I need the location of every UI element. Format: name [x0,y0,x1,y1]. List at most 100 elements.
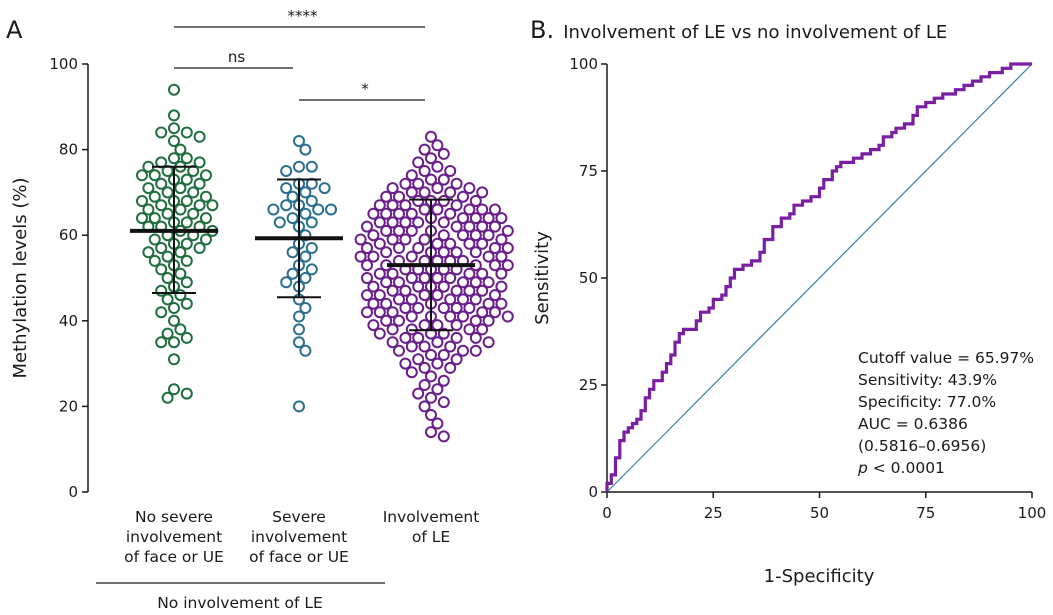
data-point [386,323,399,336]
data-point [476,220,489,233]
data-point [286,190,299,203]
panel-b-ticks: 0 25 50 75 100 0 25 50 75 100 [569,55,1046,522]
data-point [161,391,174,404]
data-point [463,267,476,280]
data-point [405,366,418,379]
data-point [405,340,418,353]
data-point [431,357,444,370]
data-point [412,280,425,293]
data-point [161,327,174,340]
data-point [463,220,476,233]
data-point [457,310,469,323]
data-point [180,195,193,207]
data-point [161,250,174,263]
data-point [380,246,393,259]
data-point [148,233,161,246]
category-label-line: of face or UE [249,548,349,566]
data-point [305,242,318,254]
data-point [299,250,312,263]
data-point [373,216,386,229]
data-point [136,169,148,182]
panel-a-y-tick-label: 80 [59,141,78,159]
data-point [168,152,180,165]
data-point [457,293,469,306]
data-point [463,203,476,216]
data-point [200,190,212,203]
data-point [476,237,489,250]
data-point [437,229,450,242]
data-point [437,173,450,186]
data-point [136,212,148,225]
data-point [299,302,312,314]
data-point [393,344,405,357]
data-point [373,267,386,280]
data-point [469,229,482,242]
data-point [286,267,299,280]
data-point [280,182,293,195]
comparison-label: **** [288,7,319,25]
data-point [386,336,399,349]
data-point [425,370,437,383]
data-point [180,126,193,139]
data-point [469,331,482,344]
data-point [399,284,412,297]
data-point [380,224,393,237]
data-point [293,336,305,349]
data-point [386,306,399,319]
data-point [450,319,463,332]
data-point [463,182,476,195]
data-point [444,207,457,220]
data-point [399,216,412,229]
data-point [482,212,495,225]
data-point [405,310,418,323]
data-point [187,207,200,220]
data-point [425,152,437,165]
data-point [469,293,482,306]
data-point [450,220,463,233]
data-point [142,246,155,259]
data-point [425,130,437,143]
category-label-line: Severe [272,508,326,526]
data-point [293,400,305,413]
roc-curve [605,62,1032,492]
data-point [148,254,161,267]
data-point [476,306,489,319]
data-point [482,297,495,310]
data-point [148,212,161,225]
panel-b-x-tick-label: 75 [916,504,935,522]
data-point [450,177,463,190]
annotation-p-value: p < 0.0001 [857,459,945,477]
data-point [399,331,412,344]
data-point [373,327,386,340]
data-point [280,165,293,177]
panel-a-y-tick-label: 40 [59,312,78,330]
data-point [418,186,431,199]
panel-a-comparisons: **** ns * [174,7,425,101]
data-point [155,336,168,349]
data-point [431,237,444,250]
data-point [437,374,450,387]
data-point [168,314,180,327]
data-point [482,229,495,242]
data-point [155,242,168,254]
data-point [380,207,393,220]
category-label-line: of LE [412,528,450,546]
data-point [405,272,418,284]
data-point [180,331,193,344]
data-point [418,233,431,246]
data-point [405,293,418,306]
data-point [267,203,280,216]
data-point [405,169,418,182]
data-point [463,302,476,314]
data-point [489,289,501,302]
panel-b-title: B. Involvement of LE vs no involvement o… [530,16,947,44]
data-point [444,165,457,177]
data-point [161,272,174,284]
panel-a-y-tick-label: 20 [59,397,78,415]
data-point [206,199,219,212]
data-point [469,195,482,207]
data-point [386,267,399,280]
data-point [489,259,501,272]
data-point [425,409,437,421]
